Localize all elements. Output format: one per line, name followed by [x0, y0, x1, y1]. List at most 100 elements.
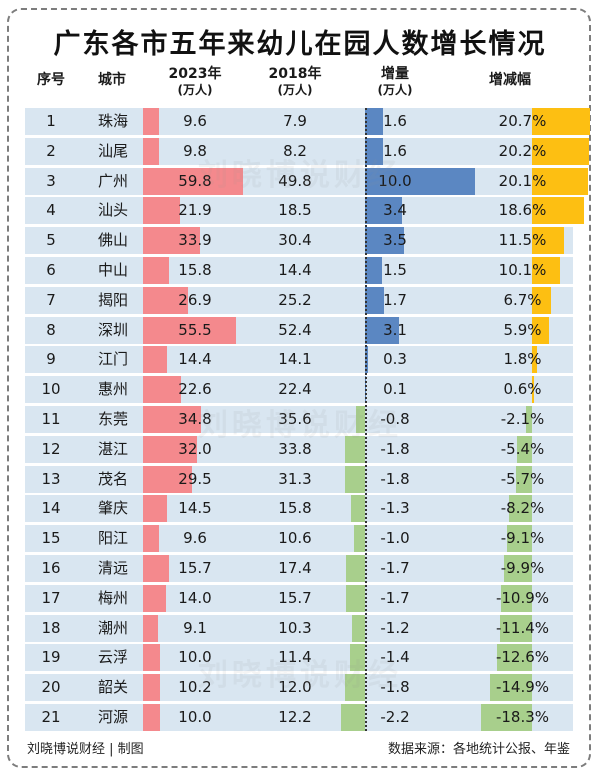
cell-2018: 15.8: [278, 499, 312, 518]
bar-2023: [143, 555, 170, 582]
bar-increment: [345, 674, 365, 702]
cell-2023: 59.8: [178, 171, 212, 190]
bar-2023: [143, 406, 202, 433]
cell-increment: 1.6: [383, 141, 407, 160]
cell-change-rate: -9.1%: [500, 529, 545, 548]
cell-city: 珠海: [97, 112, 128, 130]
cell-increment: -1.2: [380, 618, 410, 637]
bar-change-rate: [504, 555, 532, 582]
footer-credit: 刘晓博说财经 | 制图: [27, 742, 144, 757]
cell-change-rate: -2.1%: [500, 410, 545, 428]
cell-increment: -1.8: [380, 439, 410, 458]
cell-increment: -1.7: [380, 588, 410, 607]
cell-2023: 34.8: [178, 410, 212, 428]
cell-city: 清远: [97, 559, 128, 577]
bar-change-rate: [532, 227, 565, 255]
cell-2018: 7.9: [283, 112, 307, 130]
row-band: [25, 137, 573, 165]
row-band: [25, 227, 573, 255]
bar-2023: [143, 167, 243, 195]
cell-2018: 8.2: [283, 141, 307, 160]
cell-change-rate: 1.8%: [503, 350, 542, 369]
cell-2018: 18.5: [278, 201, 312, 220]
table-row: 8 深圳 55.5 52.4 3.1 5.9%: [25, 316, 573, 344]
bar-2023: [143, 346, 168, 374]
table-row: 14 肇庆 14.5 15.8 -1.3 -8.2%: [25, 495, 573, 523]
cell-2023: 14.5: [178, 499, 212, 518]
cell-increment: 3.5: [383, 231, 407, 250]
bar-change-rate: [532, 286, 551, 314]
cell-2018: 14.4: [278, 261, 312, 279]
row-band: [25, 108, 573, 135]
cell-increment: 1.7: [383, 290, 407, 309]
cell-2023: 26.9: [178, 290, 212, 309]
bar-change-rate: [500, 614, 532, 642]
bar-increment: [365, 286, 384, 314]
bar-increment: [354, 525, 365, 553]
cell-city: 深圳: [97, 320, 128, 339]
cell-change-rate: -18.3%: [495, 708, 550, 726]
cell-2018: 30.4: [278, 231, 312, 250]
table-row: 10 惠州 22.6 22.4 0.1 0.6%: [25, 376, 573, 404]
cell-2023: 9.6: [183, 529, 207, 548]
cell-2023: 15.7: [178, 559, 212, 577]
row-band: [25, 644, 573, 672]
table-row: 13 茂名 29.5 31.3 -1.8 -5.7%: [25, 465, 573, 493]
cell-2018: 35.6: [278, 410, 312, 428]
cell-2018: 11.4: [278, 648, 312, 667]
header-no-label: 序号: [37, 72, 65, 88]
cell-no: 11: [41, 410, 61, 428]
cell-city: 江门: [97, 350, 128, 369]
table-row: 21 河源 10.0 12.2 -2.2 -18.3%: [25, 704, 573, 731]
table-row: 5 佛山 33.9 30.4 3.5 11.5%: [25, 227, 573, 255]
cell-no: 15: [41, 529, 61, 548]
cell-no: 1: [46, 112, 56, 130]
bar-change-rate: [532, 137, 589, 165]
bar-2023: [143, 704, 160, 731]
cell-city: 湛江: [97, 439, 128, 458]
row-band: [25, 525, 573, 553]
cell-change-rate: -10.9%: [495, 588, 550, 607]
table-row: 11 东莞 34.8 35.6 -0.8 -2.1%: [25, 406, 573, 433]
row-band: [25, 555, 573, 582]
bar-increment: [346, 555, 365, 582]
cell-no: 16: [41, 559, 61, 577]
row-band: [25, 465, 573, 493]
bar-increment: [365, 197, 403, 225]
bar-2023: [143, 257, 170, 284]
cell-2018: 10.6: [278, 529, 312, 548]
cell-no: 2: [46, 141, 56, 160]
header-2023: 2023年 (万人): [160, 66, 230, 98]
cell-increment: 3.1: [383, 320, 407, 339]
table-row: 19 云浮 10.0 11.4 -1.4 -12.6%: [25, 644, 573, 672]
bar-change-rate: [516, 435, 532, 463]
bar-change-rate: [532, 257, 561, 284]
table-row: 3 广州 59.8 49.8 10.0 20.1%: [25, 167, 589, 195]
bar-2023: [143, 227, 200, 255]
cell-no: 6: [46, 261, 56, 279]
cell-city: 云浮: [97, 648, 128, 667]
cell-2023: 32.0: [178, 439, 212, 458]
table-row: 2 汕尾 9.8 8.2 1.6 20.2%: [25, 137, 589, 165]
bar-change-rate: [532, 316, 549, 344]
bar-2023: [143, 644, 160, 672]
footer-source: 数据来源：各地统计公报、年鉴: [387, 742, 570, 757]
table-row: 12 湛江 32.0 33.8 -1.8 -5.4%: [25, 435, 573, 463]
cell-city: 阳江: [97, 529, 128, 548]
cell-no: 13: [41, 469, 61, 488]
cell-city: 河源: [97, 708, 128, 726]
row-band: [25, 257, 573, 284]
cell-increment: -1.0: [380, 529, 410, 548]
header-city-label: 城市: [98, 72, 126, 88]
cell-2023: 9.6: [183, 112, 207, 130]
cell-increment: -1.7: [380, 559, 410, 577]
row-band: [25, 406, 573, 433]
cell-no: 4: [46, 201, 56, 220]
bar-2023: [143, 197, 180, 225]
cell-increment: 1.5: [383, 261, 407, 279]
cell-no: 7: [46, 290, 56, 309]
bar-increment: [346, 584, 365, 612]
bar-2023: [143, 584, 167, 612]
cell-2023: 9.8: [183, 141, 207, 160]
cell-city: 汕尾: [97, 141, 128, 160]
